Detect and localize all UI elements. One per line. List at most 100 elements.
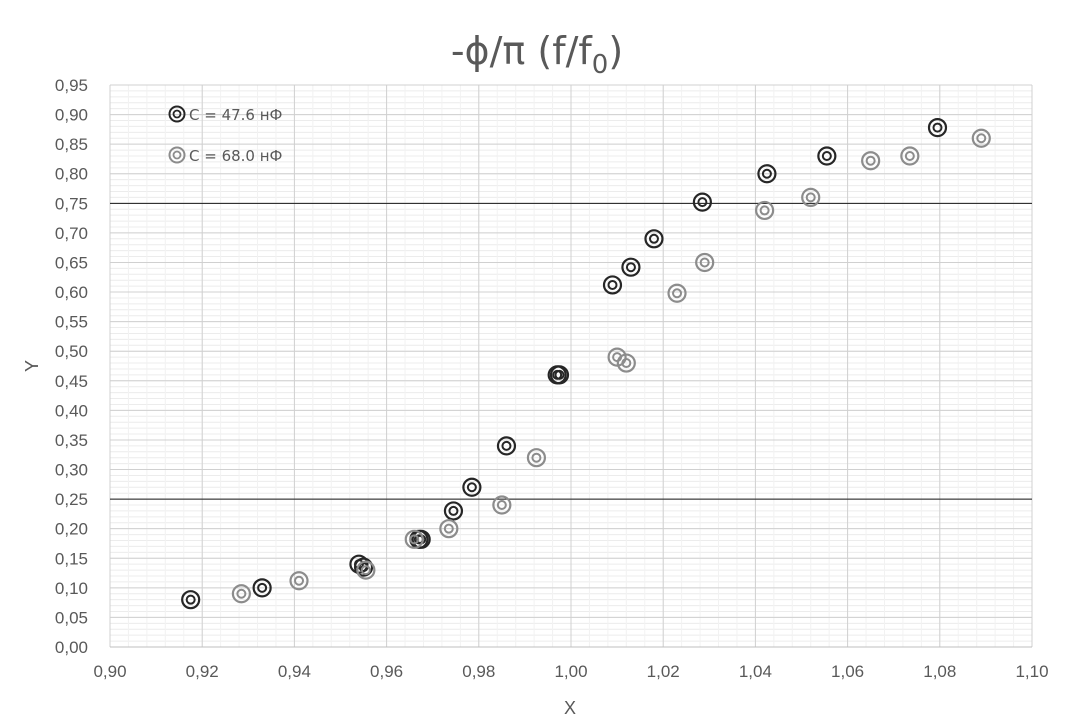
marker-inner-ring	[904, 150, 915, 161]
data-point	[801, 187, 821, 207]
data-point	[496, 436, 517, 456]
legend-label: C = 47.6 нФ	[189, 106, 283, 124]
marker-outer-ring	[644, 229, 664, 249]
data-point	[252, 578, 272, 598]
y-tick-label: 0,30	[55, 461, 88, 480]
y-tick-label: 0,65	[55, 253, 88, 272]
data-point	[861, 151, 881, 171]
marker-outer-ring	[801, 187, 821, 207]
y-tick-label: 0,55	[55, 313, 88, 332]
marker-outer-ring	[757, 164, 777, 184]
y-tick-label: 0,75	[55, 194, 88, 213]
data-point	[817, 146, 837, 166]
marker-outer-ring	[231, 584, 251, 604]
marker-outer-ring	[353, 557, 374, 577]
marker-inner-ring	[409, 534, 420, 545]
marker-outer-ring	[755, 200, 775, 221]
marker-inner-ring	[621, 358, 632, 369]
axis-ticks: 0,90 0,92 0,94 0,96 0,98 1,00 1,02 1,04 1,06 1,08…	[55, 76, 1049, 681]
data-point	[695, 252, 715, 273]
marker-outer-ring	[439, 519, 459, 539]
y-tick-label: 0,50	[55, 342, 88, 361]
y-tick-label: 0,60	[55, 283, 88, 302]
data-point	[356, 560, 376, 580]
marker-outer-ring	[443, 501, 464, 521]
data-point	[462, 477, 482, 497]
x-axis-label: X	[564, 698, 576, 718]
data-point	[492, 495, 512, 515]
data-point	[616, 353, 636, 373]
marker-inner-ring	[805, 192, 816, 203]
y-axis-label: Y	[22, 360, 42, 372]
data-point	[404, 529, 424, 549]
data-point	[526, 448, 547, 468]
marker-inner-ring	[236, 588, 247, 599]
x-tick-label: 1,08	[923, 662, 956, 681]
marker-inner-ring	[672, 288, 683, 299]
data-point	[755, 200, 775, 221]
x-tick-label: 0,98	[462, 662, 495, 681]
marker-outer-ring	[817, 146, 837, 166]
marker-inner-ring	[185, 594, 196, 605]
marker-inner-ring	[443, 523, 454, 534]
data-point	[181, 590, 201, 610]
marker-inner-ring	[554, 369, 565, 380]
marker-outer-ring	[462, 477, 482, 497]
y-tick-label: 0,80	[55, 165, 88, 184]
chart-title-main: -ϕ/π (f/f	[451, 29, 594, 73]
y-tick-label: 0,10	[55, 579, 88, 598]
marker-outer-ring	[695, 252, 715, 273]
marker-outer-ring	[667, 283, 687, 303]
y-tick-label: 0,05	[55, 608, 88, 627]
marker-outer-ring	[289, 571, 309, 591]
marker-outer-ring	[526, 448, 547, 468]
marker-outer-ring	[496, 436, 517, 456]
marker-inner-ring	[648, 233, 659, 244]
y-tick-label: 0,45	[55, 372, 88, 391]
y-tick-label: 0,25	[55, 490, 88, 509]
y-tick-label: 0,70	[55, 224, 88, 243]
x-tick-label: 1,10	[1015, 662, 1048, 681]
legend-marker-outer	[168, 105, 186, 123]
chart-title-close: )	[608, 29, 623, 73]
marker-inner-ring	[699, 257, 710, 268]
y-tick-label: 0,85	[55, 135, 88, 154]
y-tick-label: 0,40	[55, 401, 88, 420]
data-point	[927, 117, 948, 138]
marker-inner-ring	[607, 279, 618, 290]
marker-inner-ring	[360, 565, 371, 576]
y-tick-label: 0,95	[55, 76, 88, 95]
grid	[109, 84, 1033, 648]
data-points	[181, 117, 991, 610]
y-tick-label: 0,20	[55, 520, 88, 539]
marker-inner-ring	[761, 168, 772, 179]
y-tick-label: 0,15	[55, 549, 88, 568]
marker-outer-ring	[692, 192, 712, 212]
marker-outer-ring	[181, 590, 201, 610]
legend-marker-outer	[168, 146, 186, 164]
data-point	[549, 365, 570, 385]
marker-inner-ring	[625, 262, 636, 273]
marker-outer-ring	[492, 495, 512, 515]
marker-outer-ring	[252, 578, 272, 598]
data-point	[971, 128, 991, 148]
x-tick-label: 1,02	[647, 662, 680, 681]
legend-marker-inner	[172, 109, 182, 119]
chart-title-subscript: 0	[592, 50, 609, 80]
marker-outer-ring	[549, 365, 570, 385]
data-point	[692, 192, 712, 212]
x-tick-label: 0,92	[186, 662, 219, 681]
marker-outer-ring	[900, 146, 920, 166]
x-tick-label: 1,04	[739, 662, 772, 681]
data-point	[289, 571, 309, 591]
data-point	[439, 519, 459, 539]
marker-inner-ring	[501, 440, 512, 451]
marker-inner-ring	[496, 500, 507, 511]
marker-inner-ring	[697, 197, 708, 208]
legend-item: C = 47.6 нФ	[168, 105, 283, 124]
marker-outer-ring	[356, 560, 376, 580]
data-point	[231, 584, 251, 604]
marker-inner-ring	[294, 575, 305, 586]
legend-item: C = 68.0 нФ	[168, 146, 283, 165]
marker-outer-ring	[621, 257, 641, 277]
